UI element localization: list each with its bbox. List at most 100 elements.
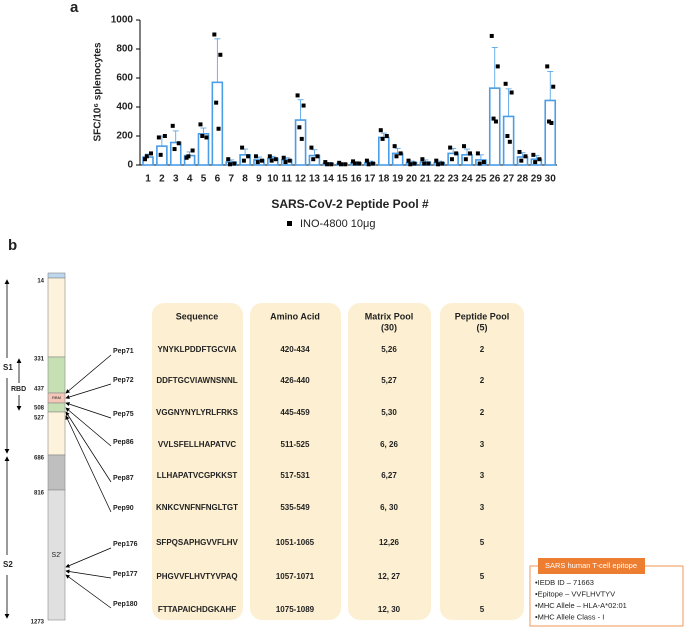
position-label: 527 <box>34 416 45 422</box>
data-point <box>311 157 316 162</box>
data-point <box>434 158 439 163</box>
position-label: 686 <box>34 456 45 462</box>
data-point <box>144 154 149 159</box>
x-tick-label: 26 <box>489 174 501 185</box>
column <box>152 303 243 620</box>
data-point <box>436 162 441 167</box>
data-point <box>287 158 292 163</box>
peptide-arrow <box>65 383 112 399</box>
data-point <box>440 161 445 166</box>
data-point <box>357 161 362 166</box>
data-point <box>297 125 302 130</box>
table-cell: 535-549 <box>280 503 310 512</box>
data-point <box>301 103 306 108</box>
data-point <box>338 162 343 167</box>
peptide-arrow <box>65 402 112 419</box>
callout-item: •Epitope – VVFLHVTYV <box>535 589 615 598</box>
table-header: Sequence Amino Acid Matrix Pool (30) Pep… <box>176 311 510 332</box>
bar <box>544 99 557 166</box>
table-cell: 1051-1065 <box>276 538 315 547</box>
data-point <box>551 84 556 89</box>
data-point <box>212 32 217 37</box>
table-cell: 12, 27 <box>378 572 401 581</box>
y-tick-label: 600 <box>116 73 133 84</box>
y-tick-label: 1000 <box>111 15 134 26</box>
data-point <box>449 157 454 162</box>
data-point <box>246 154 251 159</box>
data-point <box>366 162 371 167</box>
data-point <box>537 157 542 162</box>
table-cell: 1057-1071 <box>276 572 315 581</box>
x-tick-label: 29 <box>531 174 543 185</box>
x-tick-label: 5 <box>201 174 207 185</box>
x-tick-label: 9 <box>256 174 262 185</box>
x-tick-label: 12 <box>295 174 307 185</box>
x-tick-label: 15 <box>337 174 349 185</box>
data-point <box>273 157 278 162</box>
segment <box>47 402 66 413</box>
legend-marker <box>287 221 292 226</box>
data-point <box>519 158 524 163</box>
data-point <box>475 151 480 156</box>
table-cell: 517-531 <box>280 471 310 480</box>
table-columns <box>152 303 524 620</box>
data-point <box>493 119 498 124</box>
data-point <box>533 160 538 165</box>
data-point <box>380 136 385 141</box>
table-cell: 2 <box>480 345 485 354</box>
peptide-label: Pep87 <box>113 475 134 482</box>
position-label: 437 <box>34 387 45 393</box>
data-point <box>531 152 536 157</box>
bar <box>211 81 224 166</box>
header-cell: Matrix Pool <box>365 311 414 321</box>
data-point <box>412 161 417 166</box>
legend-label: INO-4800 10μg <box>300 218 375 230</box>
table-cell: 3 <box>480 471 485 480</box>
x-tick-label: 19 <box>392 174 404 185</box>
table-cell: 5,26 <box>381 345 397 354</box>
data-point <box>489 33 494 38</box>
table-cell: 426-440 <box>280 376 310 385</box>
data-point <box>507 139 512 144</box>
peptide-label: Pep71 <box>113 348 134 355</box>
x-tick-label: 11 <box>281 174 292 185</box>
data-point <box>392 144 397 149</box>
position-label: 331 <box>34 357 45 363</box>
data-point <box>343 162 348 167</box>
table-cell: 5 <box>480 572 485 581</box>
x-axis-label: SARS-CoV-2 Peptide Pool # <box>271 197 429 211</box>
data-point <box>228 162 233 167</box>
data-point <box>503 81 508 86</box>
table-cell: SFPQSAPHGVVFLHV <box>156 538 238 547</box>
table-cell: 3 <box>480 503 485 512</box>
data-point <box>172 147 177 152</box>
domain-label: S2 <box>3 560 13 569</box>
callout-header <box>538 558 645 574</box>
data-point <box>398 151 403 156</box>
peptide-label: Pep75 <box>113 411 134 418</box>
peptide-arrow <box>65 407 112 447</box>
y-tick-label: 0 <box>127 160 133 171</box>
data-point <box>420 157 425 162</box>
x-tick-label: 16 <box>350 174 362 185</box>
data-point <box>329 162 334 167</box>
y-axis-label: SFC/10⁶ splenocytes <box>93 42 104 142</box>
data-point <box>454 151 459 156</box>
column <box>348 303 431 620</box>
domain-label: S1 <box>3 363 13 372</box>
table-cell: 1075-1089 <box>276 605 315 614</box>
table-cell: 5 <box>480 538 485 547</box>
x-tick-label: 21 <box>420 174 432 185</box>
x-tick-label: 30 <box>545 174 557 185</box>
x-tick-label: 24 <box>461 174 473 185</box>
data-point <box>505 134 510 138</box>
data-point <box>295 93 300 98</box>
y-tick-label: 800 <box>116 44 133 55</box>
table-cell: 5 <box>480 605 485 614</box>
x-tick-label: 14 <box>323 174 335 185</box>
data-point <box>481 160 486 165</box>
y-tick-label: 200 <box>116 131 133 142</box>
peptide-arrow <box>65 354 112 394</box>
domain-label: RBM <box>52 395 61 400</box>
